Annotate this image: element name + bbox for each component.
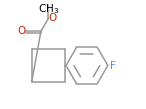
Text: CH$_3$: CH$_3$ — [38, 2, 59, 16]
Text: O: O — [17, 26, 26, 36]
Text: F: F — [110, 60, 116, 71]
Text: O: O — [48, 13, 57, 23]
